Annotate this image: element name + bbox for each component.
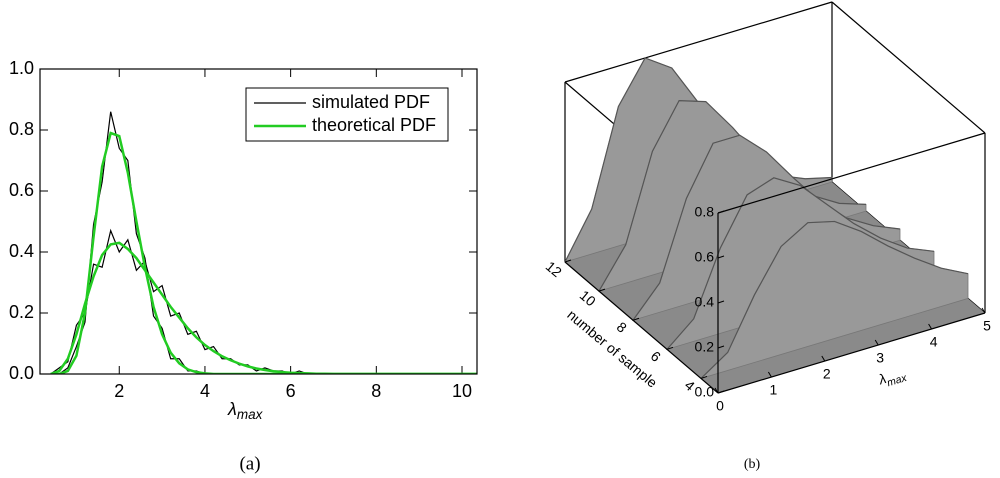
box-edge: [831, 1, 986, 134]
panel-a: 0.0 0.2 0.4 0.6 0.8 1.0 2 4 6 8 10 simulated PDF the…: [9, 58, 478, 474]
y-tick: [632, 317, 640, 321]
x-tick-label: 2: [114, 381, 124, 401]
x-tick: [767, 371, 772, 378]
x-tick-label: 8: [371, 381, 381, 401]
y-tick: [564, 259, 572, 263]
x-tick: [821, 355, 826, 362]
x-tick-label: 2: [823, 366, 831, 382]
y-tick-label: 10: [577, 287, 599, 309]
z-tick-label: 0.4: [695, 294, 715, 310]
y-tick-label: 0.8: [9, 119, 34, 139]
y-tick-label: 0.6: [9, 180, 34, 200]
caption: (a): [239, 453, 260, 474]
y-tick: [598, 288, 606, 292]
z-tick-label: 0.2: [695, 339, 715, 355]
series-line: [50, 228, 477, 374]
z-tick: [717, 255, 725, 259]
z-tick-label: 0.0: [695, 384, 715, 400]
z-tick: [717, 345, 725, 349]
z-tick-label: 0.8: [695, 204, 715, 220]
x-tick: [714, 387, 719, 394]
axis-label-symbol: λ: [227, 399, 237, 419]
surface-row: [632, 134, 901, 321]
y-tick-label: 1.0: [9, 58, 34, 78]
x-tick-label: 1: [770, 382, 778, 398]
legend-box: [245, 87, 449, 142]
surface-row: [700, 220, 969, 379]
z-tick: [717, 390, 725, 394]
x-tick-label: 5: [983, 318, 991, 334]
z-tick: [717, 210, 725, 214]
box-edge: [717, 132, 986, 214]
box-edge: [564, 261, 719, 394]
axis-label: λmax: [876, 364, 909, 392]
y-tick-label: 0.4: [9, 241, 34, 261]
z-tick: [717, 300, 725, 304]
axis-label: λmax: [227, 399, 264, 422]
caption: (b): [744, 457, 761, 472]
box-edge: [564, 1, 833, 83]
x-tick: [981, 307, 986, 314]
plot-frame: [39, 68, 478, 375]
box-edge: [717, 312, 986, 394]
axis-label-subscript: max: [237, 407, 264, 422]
y-tick-label: 12: [543, 258, 565, 280]
x-tick: [928, 323, 933, 330]
x-tick-label: 10: [452, 381, 472, 401]
x-tick-label: 4: [930, 334, 938, 350]
x-tick: [874, 339, 879, 346]
y-tick-label: 6: [648, 348, 664, 365]
z-tick-label: 0.6: [695, 249, 715, 265]
axis-label-subscript: max: [886, 372, 909, 389]
x-tick-label: 3: [876, 350, 884, 366]
y-tick: [700, 375, 708, 379]
legend-label: theoretical PDF: [312, 115, 436, 135]
series-line: [50, 131, 477, 374]
x-tick-label: 4: [200, 381, 210, 401]
x-tick-label: 6: [286, 381, 296, 401]
y-tick-label: 8: [614, 319, 630, 336]
y-tick: [666, 346, 674, 350]
x-tick-label: 0: [716, 398, 724, 414]
series-line: [50, 241, 477, 374]
surface-row: [666, 177, 935, 350]
y-tick-label: 0.0: [9, 363, 34, 383]
y-tick-label: 0.2: [9, 302, 34, 322]
surface-row: [598, 99, 867, 292]
legend-label: simulated PDF: [312, 92, 430, 112]
